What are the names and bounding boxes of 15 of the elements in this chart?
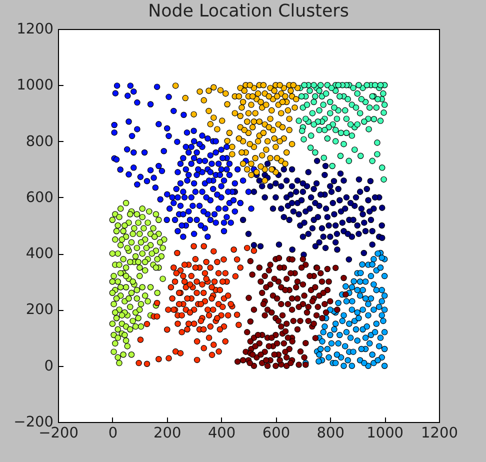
x-tick-label: 800 [316, 426, 344, 442]
x-tick-label: 400 [208, 426, 236, 442]
y-tick-label: 1000 [16, 78, 54, 94]
y-tick-label: 600 [26, 190, 54, 206]
x-tick-label: 200 [154, 426, 182, 442]
y-tick-label: 200 [26, 302, 54, 318]
x-tick-label: 1000 [366, 426, 404, 442]
y-tick-label: 400 [26, 246, 54, 262]
y-tick-label: 800 [26, 134, 54, 150]
x-tick-label: 0 [108, 426, 118, 442]
x-tick-label: 1200 [421, 426, 458, 442]
y-tick-label: 1200 [16, 22, 54, 38]
chart-title: Node Location Clusters [148, 2, 349, 22]
x-tick-label: 600 [262, 426, 290, 442]
y-tick-label: 0 [44, 358, 54, 374]
